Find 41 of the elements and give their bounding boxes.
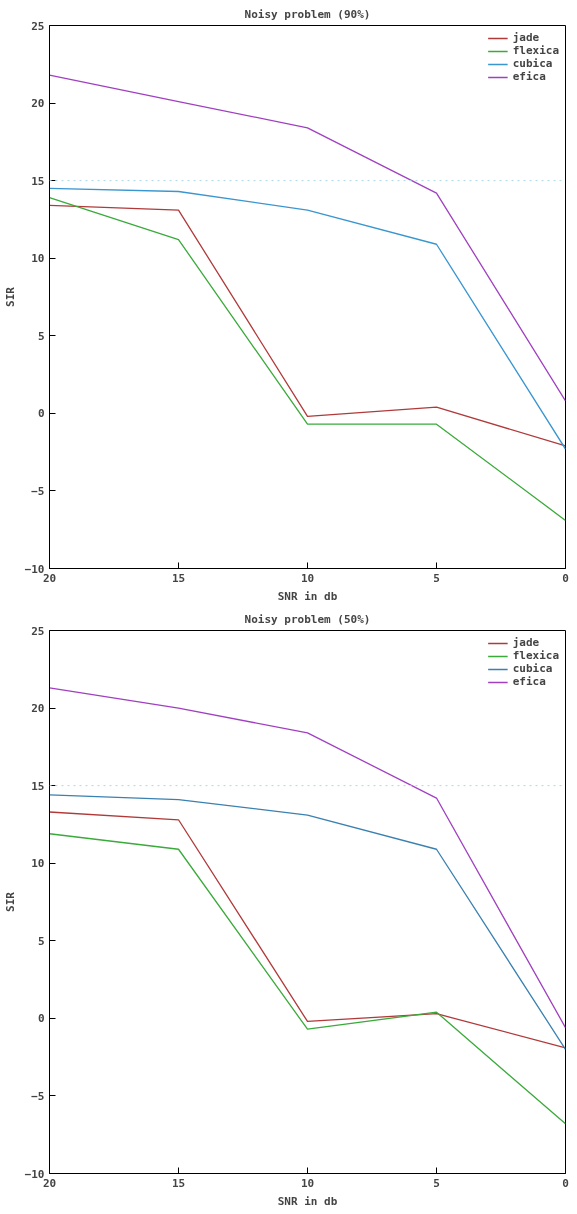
chart-title: Noisy problem (50%) xyxy=(244,612,371,626)
y-tick-label: −5 xyxy=(31,484,45,498)
y-tick-label: −10 xyxy=(24,562,45,576)
x-axis-title: SNR in db xyxy=(277,1194,338,1208)
y-tick-label: 10 xyxy=(31,252,45,266)
line-series xyxy=(49,833,566,1125)
legend-label: flexica xyxy=(512,44,559,57)
line-series xyxy=(49,687,566,1029)
y-tick-label: 0 xyxy=(37,1012,45,1026)
y-tick-label: 20 xyxy=(31,97,45,111)
x-tick-label: 10 xyxy=(300,1176,315,1190)
x-tick-label: 15 xyxy=(171,571,186,585)
x-axis-title: SNR in db xyxy=(277,589,338,603)
y-tick-label: −10 xyxy=(24,1167,45,1181)
line-series xyxy=(49,197,566,522)
y-tick-label: 25 xyxy=(31,624,45,638)
legend-label: efica xyxy=(512,70,546,83)
legend-label: efica xyxy=(512,675,546,688)
y-axis-title: SIR xyxy=(3,286,17,307)
y-tick-label: 20 xyxy=(31,702,45,716)
y-tick-label: 15 xyxy=(31,779,45,793)
y-tick-label: 5 xyxy=(37,329,45,343)
chart-title: Noisy problem (90%) xyxy=(244,7,371,21)
x-tick-label: 15 xyxy=(171,1176,186,1190)
legend-label: jade xyxy=(512,636,540,649)
x-tick-label: 5 xyxy=(433,571,440,585)
y-axis-title: SIR xyxy=(3,891,17,912)
legend-label: jade xyxy=(512,31,540,44)
legend-label: flexica xyxy=(512,649,559,662)
x-tick-label: 10 xyxy=(300,571,315,585)
y-tick-label: −5 xyxy=(31,1089,45,1103)
x-tick-label: 0 xyxy=(562,1176,569,1190)
legend-label: cubica xyxy=(512,662,553,675)
y-tick-label: 0 xyxy=(37,407,45,421)
y-tick-label: 15 xyxy=(31,174,45,188)
legend-label: cubica xyxy=(512,57,553,70)
x-tick-label: 5 xyxy=(433,1176,440,1190)
x-tick-label: 0 xyxy=(562,571,569,585)
y-tick-label: 5 xyxy=(37,934,45,948)
y-tick-label: 25 xyxy=(31,19,45,33)
y-tick-label: 10 xyxy=(31,857,45,871)
